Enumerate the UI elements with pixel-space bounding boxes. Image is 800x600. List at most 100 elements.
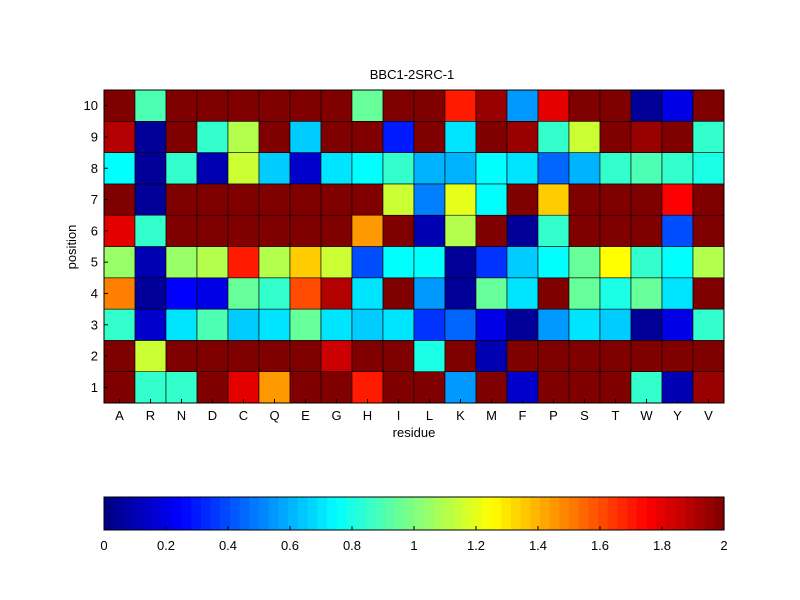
x-tick-label: W xyxy=(640,408,653,423)
heatmap-cell-N-4 xyxy=(165,277,198,310)
y-tick-label: 7 xyxy=(91,192,98,207)
colorbar-swatch xyxy=(452,497,464,530)
heatmap-cell-T-8 xyxy=(599,152,632,185)
heatmap-cell-S-5 xyxy=(568,246,601,279)
heatmap-cell-P-8 xyxy=(537,152,570,185)
heatmap-cell-W-6 xyxy=(630,214,663,247)
heatmap-cell-K-3 xyxy=(444,308,477,341)
heatmap-cell-R-3 xyxy=(134,308,167,341)
heatmap-cell-A-5 xyxy=(103,246,136,279)
colorbar-swatch xyxy=(162,497,173,530)
heatmap-cell-Q-8 xyxy=(258,152,291,185)
colorbar-swatch xyxy=(133,497,144,530)
colorbar-swatch xyxy=(578,497,589,530)
colorbar xyxy=(104,497,725,530)
heatmap-cell-N-1 xyxy=(165,371,198,404)
heatmap-cell-P-9 xyxy=(537,121,570,153)
heatmap-cell-C-2 xyxy=(227,340,260,372)
heatmap-cell-I-2 xyxy=(382,340,415,372)
heatmap-cell-H-10 xyxy=(351,89,384,122)
colorbar-swatch xyxy=(510,497,522,530)
y-tick-label: 4 xyxy=(91,286,98,301)
heatmap-cell-T-7 xyxy=(599,183,632,216)
heatmap-cell-Y-8 xyxy=(661,152,694,185)
heatmap-cell-R-2 xyxy=(134,340,167,372)
heatmap-cell-A-9 xyxy=(103,121,136,153)
colorbar-swatch xyxy=(462,497,473,530)
heatmap-cell-Q-1 xyxy=(258,371,291,404)
heatmap-cell-E-10 xyxy=(289,89,322,122)
heatmap-cell-C-8 xyxy=(227,152,260,185)
heatmap-cell-H-6 xyxy=(351,214,384,247)
heatmap-cell-W-7 xyxy=(630,183,663,216)
heatmap-cell-I-6 xyxy=(382,214,415,247)
heatmap-cell-L-1 xyxy=(413,371,446,404)
y-tick-label: 9 xyxy=(91,129,98,144)
colorbar-swatch xyxy=(259,497,270,530)
heatmap-cell-V-10 xyxy=(692,89,725,122)
colorbar-tick-label: 1.6 xyxy=(591,538,609,553)
heatmap-cell-D-5 xyxy=(196,246,229,279)
x-tick-label: D xyxy=(208,408,217,423)
heatmap-cell-D-4 xyxy=(196,277,229,310)
heatmap-cell-P-10 xyxy=(537,89,570,122)
colorbar-swatch xyxy=(607,497,619,530)
colorbar-swatch xyxy=(123,497,134,530)
heatmap-cell-N-3 xyxy=(165,308,198,341)
heatmap-cell-N-7 xyxy=(165,183,198,216)
colorbar-swatch xyxy=(355,497,367,530)
colorbar-swatch xyxy=(520,497,531,530)
heatmap-cell-D-10 xyxy=(196,89,229,122)
heatmap-cell-D-2 xyxy=(196,340,229,372)
x-tick-label: G xyxy=(331,408,341,423)
heatmap-cell-H-2 xyxy=(351,340,384,372)
heatmap-cell-D-7 xyxy=(196,183,229,216)
colorbar-swatch xyxy=(346,497,357,530)
heatmap-cell-L-9 xyxy=(413,121,446,153)
colorbar-tick-label: 0.2 xyxy=(157,538,175,553)
heatmap-cell-F-2 xyxy=(506,340,539,372)
colorbar-tick-label: 0.4 xyxy=(219,538,237,553)
heatmap-cell-S-1 xyxy=(568,371,601,404)
colorbar-swatch xyxy=(278,497,289,530)
x-tick-label: M xyxy=(486,408,497,423)
heatmap-cell-H-3 xyxy=(351,308,384,341)
x-tick-label: N xyxy=(177,408,186,423)
heatmap-cell-C-3 xyxy=(227,308,260,341)
heatmap-cell-I-4 xyxy=(382,277,415,310)
colorbar-swatch xyxy=(714,497,725,530)
heatmap-cell-P-6 xyxy=(537,214,570,247)
heatmap-cell-R-5 xyxy=(134,246,167,279)
heatmap-cell-P-5 xyxy=(537,246,570,279)
heatmap-cell-P-3 xyxy=(537,308,570,341)
heatmap-cell-G-10 xyxy=(320,89,353,122)
heatmap-cell-Y-9 xyxy=(661,121,694,153)
heatmap-cell-Y-7 xyxy=(661,183,694,216)
heatmap-cell-L-3 xyxy=(413,308,446,341)
colorbar-swatch xyxy=(404,497,415,530)
heatmap-cell-V-7 xyxy=(692,183,725,216)
heatmap-cell-E-7 xyxy=(289,183,322,216)
colorbar-swatch xyxy=(501,497,512,530)
heatmap-cell-D-6 xyxy=(196,214,229,247)
colorbar-swatch xyxy=(297,497,309,530)
colorbar-swatch xyxy=(210,497,221,530)
heatmap-cell-Q-2 xyxy=(258,340,291,372)
heatmap-cell-K-9 xyxy=(444,121,477,153)
heatmap-cell-W-10 xyxy=(630,89,663,122)
y-axis-label: position xyxy=(64,225,79,270)
colorbar-swatch xyxy=(384,497,396,530)
heatmap-cell-R-9 xyxy=(134,121,167,153)
y-tick-label: 8 xyxy=(91,161,98,176)
colorbar-tick-label: 1 xyxy=(410,538,417,553)
heatmap-cell-A-6 xyxy=(103,214,136,247)
colorbar-swatch xyxy=(317,497,328,530)
heatmap-cell-I-1 xyxy=(382,371,415,404)
heatmap-cell-A-1 xyxy=(103,371,136,404)
heatmap-cell-G-2 xyxy=(320,340,353,372)
heatmap-cell-C-9 xyxy=(227,121,260,153)
heatmap-cell-T-2 xyxy=(599,340,632,372)
heatmap-cell-G-8 xyxy=(320,152,353,185)
colorbar-swatch xyxy=(694,497,706,530)
